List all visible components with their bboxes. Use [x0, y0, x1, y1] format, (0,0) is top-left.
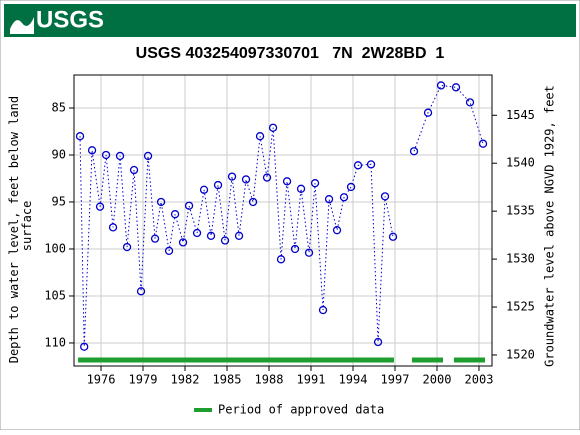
data-point	[388, 232, 398, 241]
data-point	[436, 81, 446, 90]
data-point	[304, 248, 314, 257]
x-tick-label: 1994	[339, 373, 368, 387]
data-point	[101, 150, 111, 160]
y-axis-label: Depth to water level, feet below land su…	[7, 89, 34, 364]
y-tick-label: 90	[52, 147, 66, 161]
data-point	[87, 146, 97, 155]
data-point	[136, 287, 146, 296]
data-point	[115, 151, 125, 161]
data-point	[296, 184, 306, 193]
data-point	[156, 197, 166, 207]
data-point	[170, 210, 180, 219]
chart-title: USGS 403254097330701 7N 2W28BD 1	[136, 45, 445, 62]
data-point	[332, 226, 342, 235]
data-point	[478, 139, 488, 148]
data-point	[324, 195, 334, 204]
data-point	[373, 337, 383, 347]
data-point	[150, 234, 160, 243]
series-line	[79, 84, 484, 347]
x-tick-label: 1988	[255, 373, 284, 387]
data-point	[143, 151, 153, 161]
data-point	[108, 223, 118, 232]
data-point	[423, 108, 433, 117]
plot-border	[73, 74, 493, 367]
y2-tick-label: 1530	[506, 252, 535, 266]
data-point	[276, 255, 286, 264]
data-point	[346, 182, 356, 192]
data-point	[129, 165, 139, 175]
y-axis-label-line: surface	[20, 201, 34, 252]
data-point	[318, 305, 328, 315]
y2-tick-label: 1540	[506, 156, 535, 170]
data-point	[282, 177, 292, 186]
x-tick-label: 1985	[213, 373, 242, 387]
data-point	[75, 132, 85, 141]
legend-label: Period of approved data	[218, 403, 384, 417]
data-point	[255, 132, 265, 141]
y2-tick-label: 1520	[506, 347, 535, 361]
data-point	[234, 231, 244, 240]
data-point	[262, 173, 272, 182]
header-bar	[4, 4, 576, 37]
logo-text: USGS	[36, 6, 104, 33]
data-point	[409, 147, 419, 156]
data-point	[241, 175, 251, 184]
x-tick-label: 1997	[381, 373, 410, 387]
data-point	[178, 238, 188, 247]
y-tick-label: 95	[52, 194, 66, 208]
data-point	[353, 161, 363, 170]
data-point	[451, 83, 461, 92]
data-point	[380, 192, 390, 201]
data-point	[199, 185, 209, 194]
data-point	[220, 236, 230, 245]
y2-tick-label: 1545	[506, 108, 535, 122]
data-point	[339, 193, 349, 202]
y2-axis-label: Groundwater level above NGVD 1929, feet	[543, 85, 557, 367]
data-point	[366, 160, 376, 169]
data-point	[95, 202, 105, 211]
data-point	[206, 231, 216, 240]
y-tick-label: 110	[44, 335, 66, 349]
data-point	[268, 123, 278, 132]
data-point	[290, 244, 300, 254]
y-tick-label: 105	[44, 288, 66, 302]
y2-tick-label: 1535	[506, 204, 535, 218]
logo: USGS	[10, 6, 104, 34]
data-point	[465, 98, 475, 107]
x-tick-label: 1991	[297, 373, 326, 387]
data-point	[248, 197, 258, 207]
data-point	[192, 228, 202, 238]
data-point	[80, 342, 89, 351]
y-tick-label: 100	[44, 241, 66, 255]
data-point	[184, 201, 194, 210]
y-tick-label: 85	[52, 100, 66, 114]
data-point	[310, 179, 320, 188]
x-tick-label: 1982	[171, 373, 200, 387]
data-point	[122, 242, 132, 252]
y2-tick-label: 1525	[506, 300, 535, 314]
x-tick-label: 1976	[87, 373, 116, 387]
x-tick-label: 2003	[465, 373, 494, 387]
x-tick-label: 2000	[423, 373, 452, 387]
data-point	[213, 180, 223, 190]
y-axis-label-line: Depth to water level, feet below land	[7, 96, 21, 363]
data-point	[164, 246, 174, 256]
data-point	[227, 172, 237, 181]
x-tick-label: 1979	[129, 373, 158, 387]
